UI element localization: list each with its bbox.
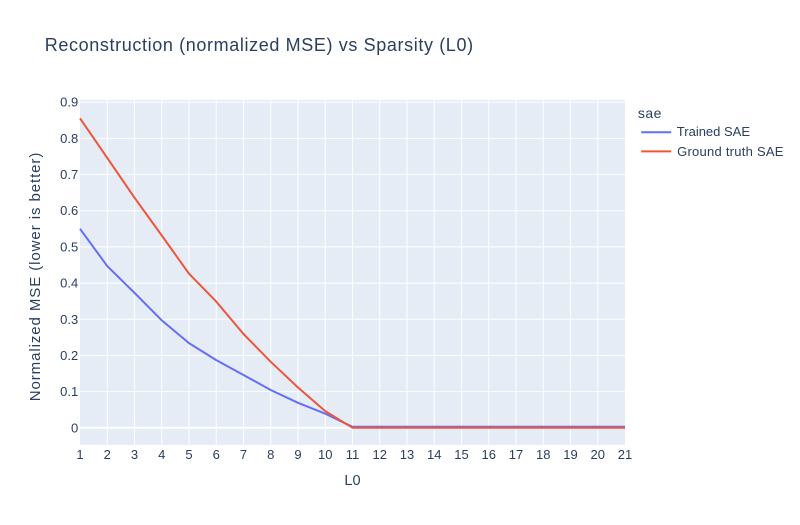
svg-text:19: 19 [563,447,577,462]
svg-text:0.4: 0.4 [60,276,78,291]
svg-text:8: 8 [267,447,274,462]
svg-text:0.7: 0.7 [60,167,78,182]
svg-text:0.3: 0.3 [60,312,78,327]
svg-text:16: 16 [482,447,496,462]
svg-text:7: 7 [240,447,247,462]
svg-text:14: 14 [427,447,441,462]
svg-text:0.5: 0.5 [60,239,78,254]
svg-text:17: 17 [509,447,523,462]
svg-text:2: 2 [104,447,111,462]
svg-text:3: 3 [131,447,138,462]
svg-text:0: 0 [71,420,78,435]
svg-text:12: 12 [373,447,387,462]
svg-text:Ground truth SAE: Ground truth SAE [677,144,784,159]
svg-text:Trained SAE: Trained SAE [677,124,751,139]
svg-text:6: 6 [213,447,220,462]
svg-text:11: 11 [346,447,360,462]
svg-text:0.1: 0.1 [60,384,78,399]
svg-text:15: 15 [454,447,468,462]
svg-text:0.2: 0.2 [60,348,78,363]
svg-text:0.9: 0.9 [60,95,78,110]
svg-text:5: 5 [185,447,192,462]
svg-text:0.6: 0.6 [60,203,78,218]
svg-text:10: 10 [318,447,332,462]
svg-text:L0: L0 [344,473,360,489]
svg-text:21: 21 [618,447,632,462]
svg-text:20: 20 [591,447,605,462]
svg-text:sae: sae [638,105,662,121]
svg-text:13: 13 [400,447,414,462]
svg-text:0.8: 0.8 [60,131,78,146]
svg-text:Reconstruction (normalized MSE: Reconstruction (normalized MSE) vs Spars… [45,35,474,55]
svg-text:Normalized MSE (lower is bette: Normalized MSE (lower is better) [27,152,44,402]
svg-text:4: 4 [158,447,165,462]
svg-text:9: 9 [294,447,301,462]
svg-text:1: 1 [76,447,83,462]
svg-text:18: 18 [536,447,550,462]
